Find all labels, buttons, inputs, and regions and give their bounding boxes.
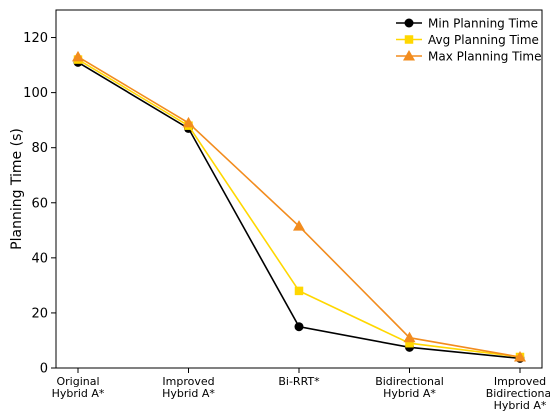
data-point-max <box>182 116 195 128</box>
y-axis-title-text: Planning Time (s) <box>9 128 25 250</box>
x-axis-ticks: Original Hybrid A* Improved Hybrid A* Bi-RRT… <box>52 368 550 412</box>
y-tick-label: 100 <box>23 86 48 101</box>
data-point-max <box>514 350 526 362</box>
y-tick-label: 80 <box>31 141 48 156</box>
x-tick-label: Bidirectional Hybrid A* <box>375 375 444 400</box>
series-line-min <box>77 61 521 360</box>
legend-label-avg: Avg Planning Time <box>428 33 539 47</box>
legend-label-max: Max Planning Time <box>428 50 542 64</box>
data-point-avg <box>294 286 304 296</box>
data-point-max <box>403 331 416 343</box>
y-tick-label: 0 <box>40 362 48 377</box>
y-tick-label: 60 <box>31 196 48 211</box>
data-point-avg <box>405 338 414 348</box>
y-axis-ticks: 0 20 40 60 80 100 120 <box>23 31 56 377</box>
y-tick-label: 120 <box>23 31 48 46</box>
data-point-max <box>293 220 305 231</box>
x-tick-label: Original Hybrid A* <box>52 375 105 400</box>
legend-marker-max <box>403 50 415 61</box>
data-point-max <box>72 50 84 62</box>
x-tick-label: Bi-RRT* <box>278 375 320 388</box>
legend-marker-avg <box>404 35 414 44</box>
series-line-avg <box>77 58 521 358</box>
x-tick-label: Improved Hybrid A* <box>162 375 215 400</box>
series-layer <box>72 50 526 363</box>
legend-label-min: Min Planning Time <box>428 17 538 31</box>
y-tick-label: 20 <box>31 306 48 321</box>
data-point-min <box>294 322 304 332</box>
plot-frame <box>55 9 543 369</box>
legend-marker-min <box>404 18 414 28</box>
legend: Min Planning Time Avg Planning Time Max Pl… <box>396 17 542 64</box>
x-tick-label: Improved Bidirectional Hybrid A* <box>486 375 550 412</box>
y-axis-title: Planning Time (s) <box>9 128 25 250</box>
y-tick-label: 40 <box>31 251 48 266</box>
